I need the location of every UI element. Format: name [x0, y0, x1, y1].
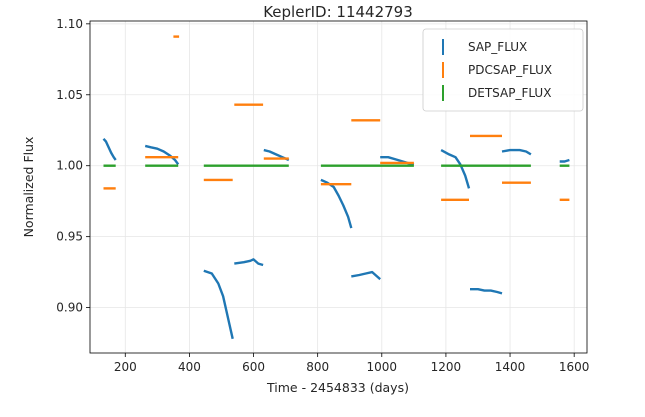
x-tick-label: 1000: [367, 360, 398, 374]
y-tick-label: 1.00: [56, 159, 83, 173]
sap-flux-segment: [470, 288, 503, 295]
sap-flux-segment: [102, 138, 117, 161]
x-tick-label: 1600: [559, 360, 590, 374]
y-ticks: 0.90 0.95 1.00 1.05 1.10: [56, 17, 90, 315]
chart-title: KeplerID: 11442793: [263, 3, 413, 21]
series-pdcsap-flux: [103, 35, 570, 202]
legend-label-sap-flux: SAP_FLUX: [468, 40, 527, 54]
y-tick-label: 0.95: [56, 230, 83, 244]
sap-flux-segment: [203, 269, 234, 340]
legend: SAP_FLUX PDCSAP_FLUX DETSAP_FLUX: [422, 28, 584, 112]
axes-frame: [89, 20, 588, 354]
legend-label-pdcsap-flux: PDCSAP_FLUX: [468, 63, 552, 77]
sap-flux-segment: [144, 144, 180, 166]
sap-flux-segment: [559, 158, 570, 163]
x-tick-label: 200: [114, 360, 137, 374]
y-tick-label: 1.05: [56, 88, 83, 102]
sap-flux-segment: [351, 270, 381, 281]
x-tick-label: 400: [178, 360, 201, 374]
sap-flux-segment: [440, 149, 471, 189]
x-tick-label: 1400: [495, 360, 526, 374]
sap-flux-segment: [234, 258, 264, 267]
x-tick-label: 800: [306, 360, 329, 374]
plot-area: [102, 35, 570, 340]
legend-box: [422, 28, 584, 112]
y-axis-label: Normalized Flux: [21, 137, 36, 238]
sap-flux-segment: [320, 178, 353, 229]
legend-label-detsap-flux: DETSAP_FLUX: [468, 86, 551, 100]
y-tick-label: 1.10: [56, 17, 83, 31]
x-tick-label: 600: [242, 360, 265, 374]
x-axis-label: Time - 2454833 (days): [266, 380, 409, 395]
sap-flux-segment: [501, 148, 532, 156]
x-ticks: 200 400 600 800 1000 1200 1400 1600: [114, 353, 590, 374]
y-tick-label: 0.90: [56, 301, 83, 315]
x-tick-label: 1200: [431, 360, 462, 374]
series-sap-flux: [102, 138, 570, 340]
